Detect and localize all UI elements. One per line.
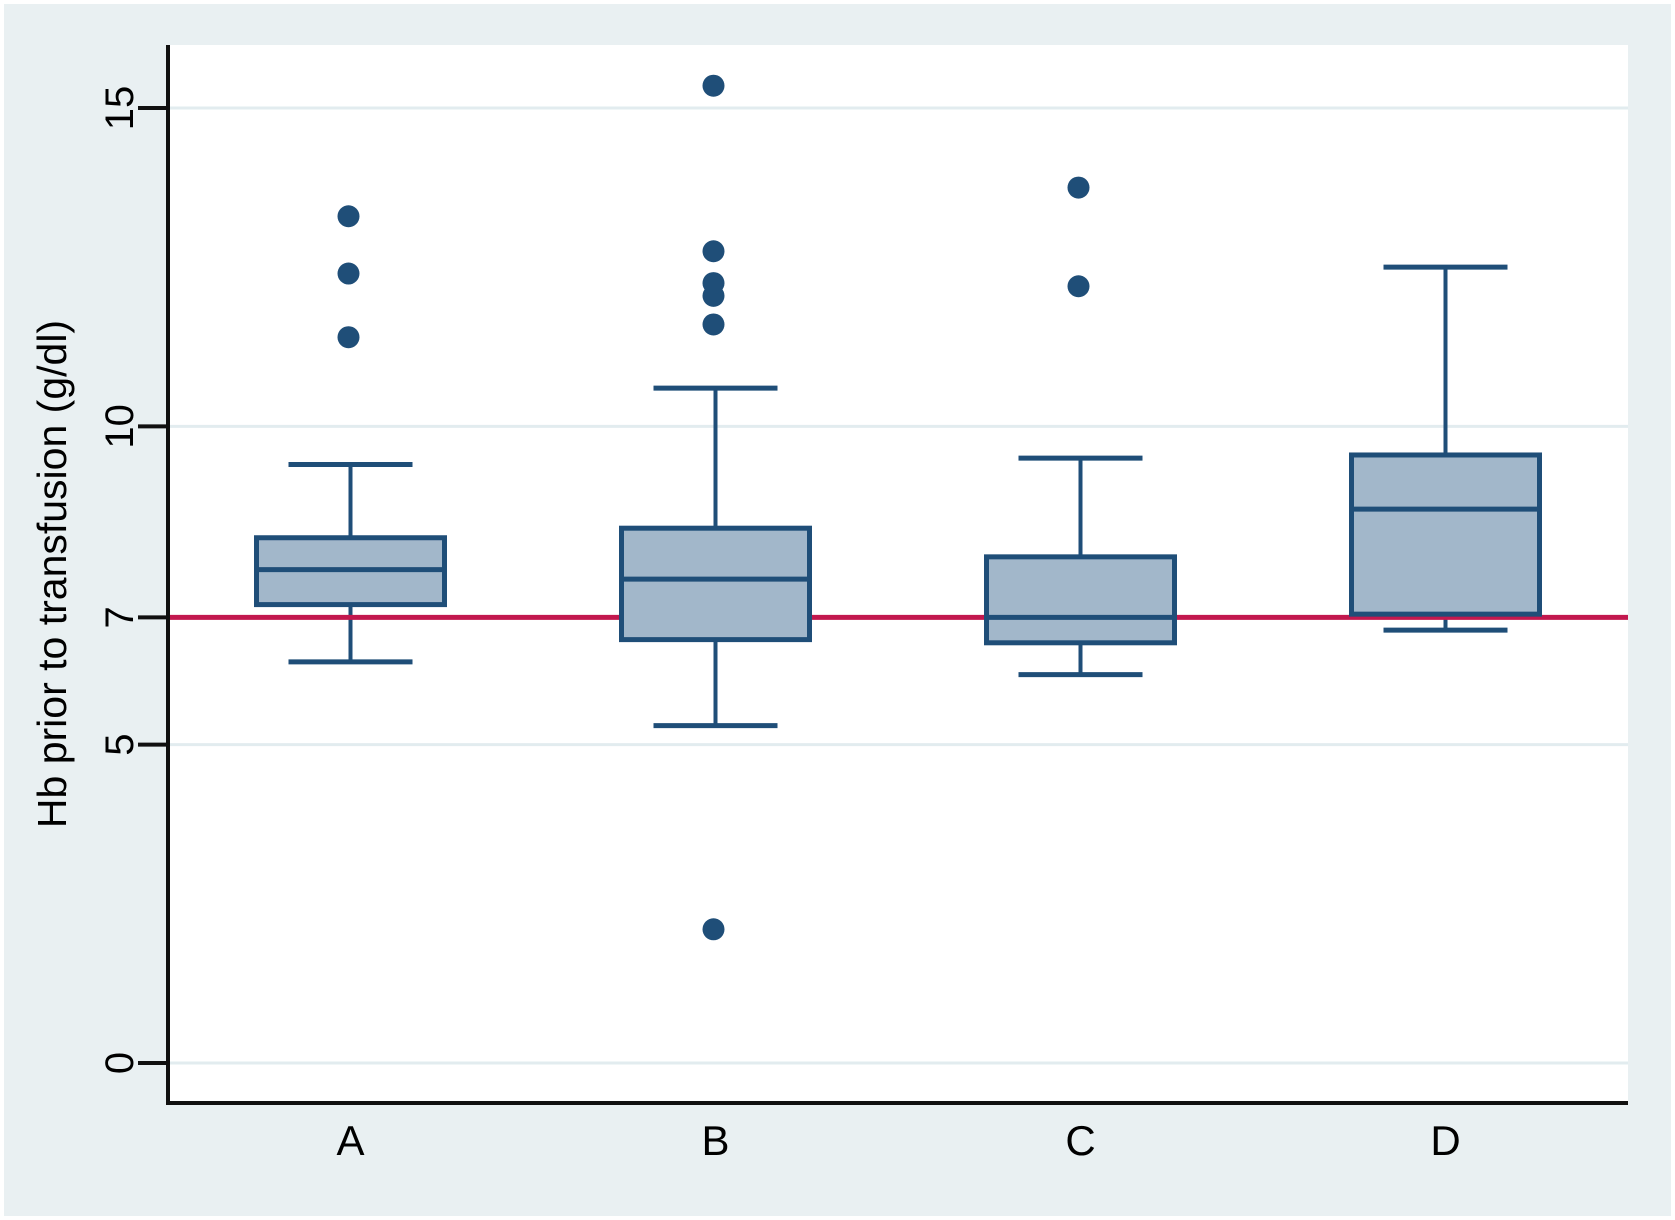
y-tick-label-10: 10 xyxy=(98,404,142,449)
y-tick-label-7: 7 xyxy=(98,606,142,628)
outlier-A-2 xyxy=(337,205,360,228)
outlier-B-5 xyxy=(702,74,725,97)
x-category-label-C: C xyxy=(1065,1117,1095,1164)
box-B xyxy=(619,525,812,643)
outlier-A-0 xyxy=(337,326,360,349)
outlier-B-3 xyxy=(702,272,725,295)
y-tick-label-15: 15 xyxy=(98,86,142,130)
outlier-B-4 xyxy=(702,240,725,263)
outlier-B-1 xyxy=(702,313,725,336)
x-category-label-B: B xyxy=(701,1117,729,1164)
box-D xyxy=(1349,452,1542,617)
outlier-C-0 xyxy=(1067,275,1090,298)
x-category-label-A: A xyxy=(336,1117,364,1164)
x-category-label-D: D xyxy=(1430,1117,1460,1164)
y-tick-label-5: 5 xyxy=(98,734,142,756)
outlier-A-1 xyxy=(337,262,360,285)
y-tick-label-0: 0 xyxy=(98,1052,142,1074)
box-C xyxy=(984,554,1177,646)
outlier-B-0 xyxy=(702,918,725,941)
y-axis-title: Hb prior to transfusion (g/dl) xyxy=(29,320,75,828)
outlier-C-1 xyxy=(1067,176,1090,199)
